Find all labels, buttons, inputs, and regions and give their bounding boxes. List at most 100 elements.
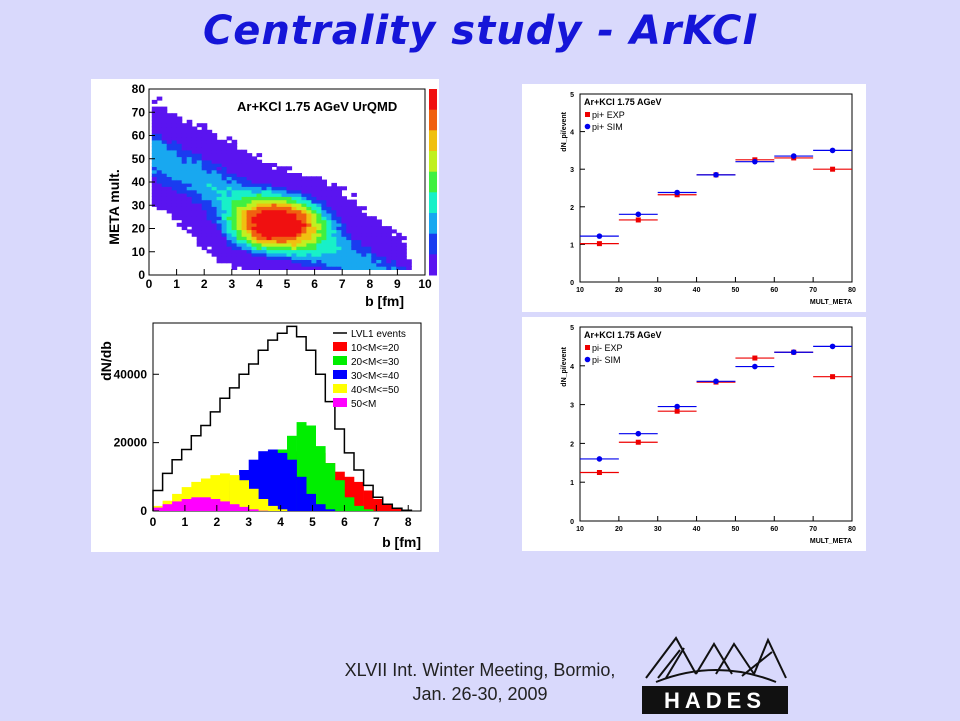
hist-bar-50-plus [230, 504, 240, 511]
heatmap-cell [267, 186, 273, 190]
footer-line-1: XLVII Int. Winter Meeting, Bormio, [330, 658, 630, 682]
heatmap-cell [306, 200, 312, 204]
pi-minus-sim-point [713, 379, 719, 385]
hist-bar-40-50 [258, 499, 268, 511]
heatmap-cell [247, 233, 253, 237]
histogram-legend-label: 40<M<=50 [351, 385, 400, 396]
footer: XLVII Int. Winter Meeting, Bormio, Jan. … [330, 658, 630, 706]
heatmap-cell [296, 186, 302, 190]
heatmap-cell [237, 186, 243, 190]
heatmap-cell [157, 200, 163, 204]
heatmap-cell [346, 200, 352, 204]
heatmap-y-tick-label: 70 [132, 105, 146, 119]
heatmap-cell [262, 246, 268, 250]
heatmap-x-tick-label: 10 [418, 277, 432, 291]
heatmap-cell [162, 140, 168, 144]
histogram-legend-swatch [333, 342, 347, 351]
heatmap-cell [212, 133, 218, 137]
pi-plus-legend-marker [585, 112, 590, 117]
heatmap-cell [172, 113, 178, 117]
heatmap-cell [292, 263, 298, 267]
histogram-legend-swatch [333, 384, 347, 393]
heatmap-cell [237, 153, 243, 157]
histogram-x-tick-label: 3 [245, 515, 252, 529]
heatmap-cell [227, 136, 233, 140]
heatmap-cell [396, 233, 402, 237]
heatmap-cell [197, 233, 203, 237]
heatmap-cell [267, 246, 273, 250]
histogram-legend-swatch [333, 370, 347, 379]
heatmap-cell [356, 233, 362, 237]
heatmap-cell [207, 130, 213, 134]
hist-bar-30-40 [277, 453, 287, 511]
heatmap-cell [287, 186, 293, 190]
heatmap-cell [247, 153, 253, 157]
heatmap-cell [207, 186, 213, 190]
heatmap-cell [157, 140, 163, 144]
pi-plus-xlabel: MULT_META [810, 299, 852, 306]
heatmap-cell [267, 163, 273, 167]
heatmap-cell [306, 263, 312, 267]
heatmap-cell [277, 166, 283, 170]
heatmap-x-tick-label: 2 [201, 277, 208, 291]
heatmap-cell [301, 200, 307, 204]
heatmap-cell [296, 233, 302, 237]
hist-bar-50-plus [172, 501, 182, 511]
heatmap-cell [217, 140, 223, 144]
heatmap-cell [232, 186, 238, 190]
heatmap-cell [386, 226, 392, 230]
heatmap-y-tick-label: 40 [132, 175, 146, 189]
hist-bar-40-50 [277, 509, 287, 511]
histogram-x-tick-label: 8 [405, 515, 412, 529]
heatmap-cell [257, 233, 263, 237]
histogram-ylabel: dN/db [98, 341, 114, 381]
heatmap-cell [227, 153, 233, 157]
hades-logo: HADES [636, 630, 794, 716]
heatmap-cell [296, 173, 302, 177]
heatmap-cell [262, 163, 268, 167]
pi-plus-exp-point [597, 241, 602, 246]
heatmap-panel: META mult. b [fm] Ar+KCl 1.75 AGeV UrQMD… [91, 79, 439, 313]
pi-minus-sim-point [635, 431, 641, 437]
heatmap-ylabel: META mult. [106, 169, 122, 244]
pi-minus-y-tick-label: 1 [570, 480, 574, 487]
heatmap-cell [202, 200, 208, 204]
heatmap-cell [356, 206, 362, 210]
heatmap-y-tick-label: 30 [132, 198, 146, 212]
heatmap-cell [267, 233, 273, 237]
hist-bar-50-plus [201, 497, 211, 511]
heatmap-cell [217, 153, 223, 157]
heatmap-cell [272, 170, 278, 174]
heatmap-cell [361, 206, 367, 210]
pi-minus-sim-point [791, 349, 797, 355]
heatmap-cell [157, 153, 163, 157]
pi-minus-title: Ar+KCl 1.75 AGeV [584, 330, 661, 340]
heatmap-cell [202, 123, 208, 127]
heatmap-cell [277, 233, 283, 237]
histogram-x-tick-label: 0 [150, 515, 157, 529]
heatmap-cell [277, 186, 283, 190]
heatmap-cell [282, 263, 288, 267]
histogram-x-tick-label: 6 [341, 515, 348, 529]
heatmap-cell [177, 153, 183, 157]
heatmap-x-tick-label: 4 [256, 277, 263, 291]
heatmap-cell [187, 153, 193, 157]
heatmap-cell [301, 186, 307, 190]
hist-bar-50-plus [182, 499, 192, 511]
heatmap-cell [217, 246, 223, 250]
heatmap-cell [212, 140, 218, 144]
hist-bar-50-plus [239, 507, 249, 511]
heatmap-cell [321, 263, 327, 267]
heatmap-cell [401, 236, 407, 240]
heatmap-cell [356, 263, 362, 267]
heatmap-cell [212, 200, 218, 204]
pi-plus-exp-point [636, 217, 641, 222]
hist-bar-20-30 [344, 497, 354, 511]
heatmap-cell [292, 186, 298, 190]
heatmap-y-tick-label: 0 [138, 268, 145, 282]
heatmap-cell [242, 200, 248, 204]
pi-plus-y-tick-label: 3 [570, 167, 574, 174]
heatmap-cell [172, 186, 178, 190]
pi-minus-x-tick-label: 80 [848, 526, 856, 533]
hist-bar-30-40 [325, 509, 335, 511]
